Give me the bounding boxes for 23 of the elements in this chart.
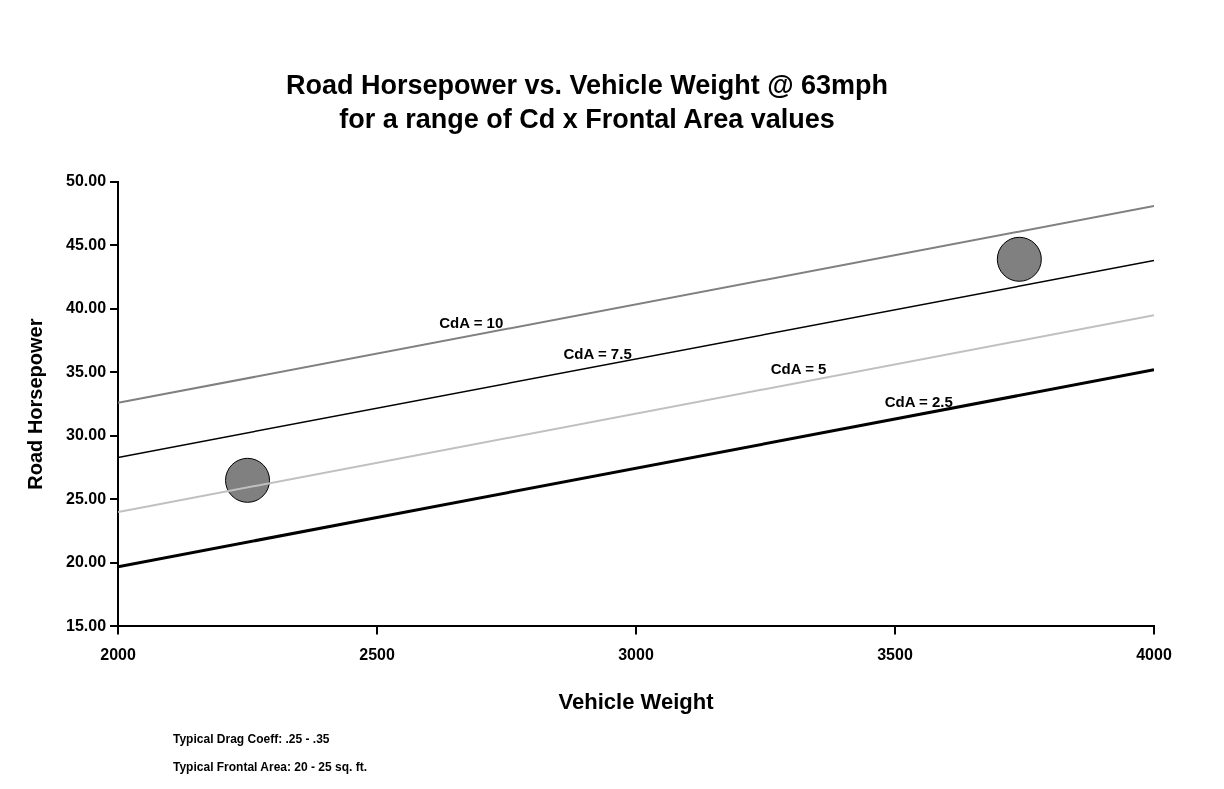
text: Typical Drag Coeff: .25 - .35 — [173, 732, 331, 746]
y-axis-title: Road Horsepower — [23, 318, 46, 490]
y-tick-label: 50.00 — [65, 172, 107, 190]
x-tick-label: 3500 — [877, 646, 913, 664]
y-tick-label: 15.00 — [65, 616, 107, 634]
text: Typical Frontal Area: 20 - 25 sq. ft. — [173, 760, 368, 774]
x-tick-label: 3000 — [618, 646, 654, 664]
y-tick-label: 45.00 — [65, 235, 107, 253]
y-tick-label: 20.00 — [65, 553, 107, 571]
y-tick-label: 25.00 — [65, 489, 107, 507]
series-label: CdA = 10 — [439, 313, 504, 331]
y-tick-label: 35.00 — [65, 362, 107, 380]
chart-subtitle: for a range of Cd x Frontal Area values — [339, 104, 835, 135]
series-label: CdA = 2.5 — [884, 392, 953, 410]
series-label: CdA = 5 — [770, 360, 827, 378]
x-axis-title: Vehicle Weight — [558, 688, 715, 714]
x-tick-label: 4000 — [1136, 646, 1172, 664]
chart-title: Road Horsepower vs. Vehicle Weight @ 63mph — [286, 69, 888, 100]
x-tick-label: 2000 — [100, 646, 136, 664]
x-tick-label: 2500 — [359, 646, 395, 664]
y-tick-label: 30.00 — [65, 426, 107, 444]
y-tick-label: 40.00 — [65, 299, 107, 317]
series-label: CdA = 7.5 — [563, 344, 632, 362]
